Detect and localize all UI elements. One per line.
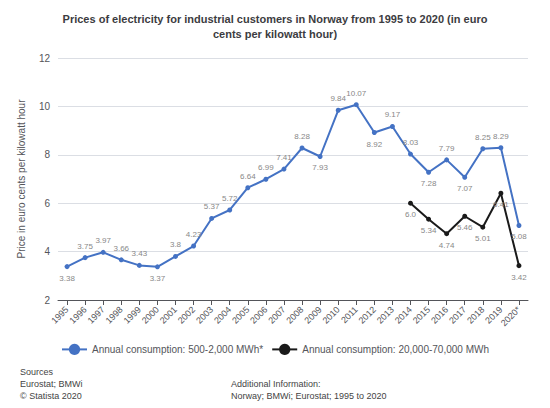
svg-text:5.34: 5.34 bbox=[421, 226, 437, 235]
svg-text:2007: 2007 bbox=[266, 304, 287, 325]
svg-text:Additional Information:: Additional Information: bbox=[231, 379, 321, 389]
svg-text:4.23: 4.23 bbox=[186, 230, 202, 239]
svg-text:2009: 2009 bbox=[302, 304, 323, 325]
svg-text:4.74: 4.74 bbox=[439, 241, 455, 250]
svg-text:8.29: 8.29 bbox=[493, 132, 509, 141]
svg-text:5.72: 5.72 bbox=[222, 194, 238, 203]
svg-text:6.0: 6.0 bbox=[405, 210, 417, 219]
svg-text:2004: 2004 bbox=[212, 304, 233, 325]
svg-text:3.66: 3.66 bbox=[113, 244, 129, 253]
svg-text:3.8: 3.8 bbox=[170, 240, 182, 249]
svg-text:Sources: Sources bbox=[20, 367, 54, 377]
svg-text:6.64: 6.64 bbox=[240, 172, 256, 181]
svg-text:7.41: 7.41 bbox=[276, 153, 292, 162]
svg-text:9.17: 9.17 bbox=[385, 110, 401, 119]
svg-text:2015: 2015 bbox=[411, 304, 432, 325]
svg-text:2012: 2012 bbox=[357, 304, 378, 325]
svg-text:6.41: 6.41 bbox=[493, 200, 509, 209]
svg-text:cents per kilowatt hour): cents per kilowatt hour) bbox=[213, 28, 337, 40]
svg-text:8.25: 8.25 bbox=[475, 133, 491, 142]
svg-text:3.75: 3.75 bbox=[77, 242, 93, 251]
svg-text:2: 2 bbox=[44, 295, 50, 306]
svg-text:10: 10 bbox=[39, 101, 51, 112]
svg-text:2016: 2016 bbox=[429, 304, 450, 325]
svg-text:1996: 1996 bbox=[67, 304, 88, 325]
svg-text:2006: 2006 bbox=[248, 304, 269, 325]
svg-text:7.28: 7.28 bbox=[421, 179, 437, 188]
svg-text:2008: 2008 bbox=[284, 304, 305, 325]
svg-text:2001: 2001 bbox=[158, 304, 179, 325]
svg-text:8.92: 8.92 bbox=[367, 140, 383, 149]
svg-text:2003: 2003 bbox=[194, 304, 215, 325]
svg-text:2018: 2018 bbox=[465, 304, 486, 325]
svg-text:1997: 1997 bbox=[86, 304, 107, 325]
svg-text:2020*: 2020* bbox=[499, 304, 523, 328]
svg-text:3.97: 3.97 bbox=[95, 236, 111, 245]
svg-text:8.28: 8.28 bbox=[294, 132, 310, 141]
svg-text:2014: 2014 bbox=[393, 304, 414, 325]
svg-text:© Statista 2020: © Statista 2020 bbox=[20, 391, 82, 401]
svg-text:2010: 2010 bbox=[321, 304, 342, 325]
svg-text:3.42: 3.42 bbox=[511, 273, 527, 282]
svg-text:8: 8 bbox=[44, 149, 50, 160]
svg-text:2013: 2013 bbox=[375, 304, 396, 325]
svg-text:2000: 2000 bbox=[140, 304, 161, 325]
svg-text:4: 4 bbox=[44, 246, 50, 257]
svg-text:3.38: 3.38 bbox=[59, 274, 75, 283]
svg-text:7.93: 7.93 bbox=[312, 163, 328, 172]
svg-text:9.84: 9.84 bbox=[330, 94, 346, 103]
svg-text:2019: 2019 bbox=[483, 304, 505, 326]
svg-text:1999: 1999 bbox=[122, 304, 143, 325]
svg-text:5.46: 5.46 bbox=[457, 223, 473, 232]
svg-text:1998: 1998 bbox=[104, 304, 125, 325]
svg-text:7.79: 7.79 bbox=[439, 144, 455, 153]
svg-text:10.07: 10.07 bbox=[346, 89, 367, 98]
svg-text:Annual consumption: 20,000-70,: Annual consumption: 20,000-70,000 MWh bbox=[302, 344, 489, 355]
svg-text:7.07: 7.07 bbox=[457, 184, 473, 193]
svg-text:2011: 2011 bbox=[339, 304, 360, 325]
svg-text:5.08: 5.08 bbox=[511, 232, 527, 241]
svg-text:6.99: 6.99 bbox=[258, 163, 274, 172]
svg-text:5.01: 5.01 bbox=[475, 234, 491, 243]
svg-text:2017: 2017 bbox=[447, 304, 468, 325]
svg-text:Eurostat; BMWi: Eurostat; BMWi bbox=[20, 379, 83, 389]
svg-text:2005: 2005 bbox=[230, 304, 251, 325]
svg-text:Norway; BMWi; Eurostat; 1995 t: Norway; BMWi; Eurostat; 1995 to 2020 bbox=[231, 391, 387, 401]
svg-text:1995: 1995 bbox=[49, 304, 70, 325]
svg-text:8.03: 8.03 bbox=[403, 138, 419, 147]
svg-text:3.43: 3.43 bbox=[132, 249, 148, 258]
svg-text:12: 12 bbox=[39, 53, 51, 64]
svg-text:Prices of electricity for indu: Prices of electricity for industrial cus… bbox=[63, 13, 488, 25]
svg-text:Price in euro cents per kilowa: Price in euro cents per kilowatt hour bbox=[16, 99, 27, 259]
svg-text:2002: 2002 bbox=[176, 304, 197, 325]
svg-text:3.37: 3.37 bbox=[150, 274, 166, 283]
svg-text:Annual consumption: 500-2,000: Annual consumption: 500-2,000 MWh* bbox=[92, 344, 263, 355]
svg-text:5.37: 5.37 bbox=[204, 202, 220, 211]
svg-text:6: 6 bbox=[44, 198, 50, 209]
